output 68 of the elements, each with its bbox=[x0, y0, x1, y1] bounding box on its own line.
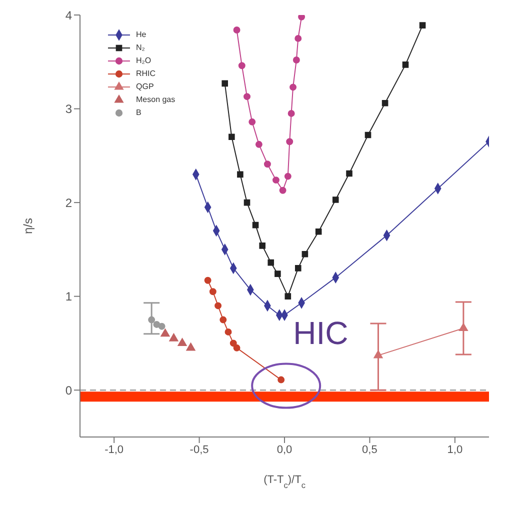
x-tick-label: 0,0 bbox=[276, 444, 292, 456]
point bbox=[158, 322, 166, 330]
point bbox=[259, 242, 266, 249]
x-tick-label: 1,0 bbox=[447, 444, 463, 456]
point bbox=[332, 196, 339, 203]
point bbox=[272, 176, 280, 184]
point bbox=[288, 110, 295, 117]
x-axis-title: (T-T$_{c}$)/T$_{c}$ bbox=[264, 474, 306, 490]
point bbox=[315, 228, 322, 235]
point bbox=[255, 140, 262, 148]
point bbox=[264, 160, 271, 168]
point bbox=[292, 56, 300, 64]
point bbox=[252, 222, 259, 228]
point bbox=[186, 342, 196, 351]
point bbox=[268, 259, 274, 266]
legend-label: He bbox=[136, 29, 146, 41]
point bbox=[286, 138, 294, 146]
point bbox=[294, 34, 302, 42]
y-tick-label: 0 bbox=[65, 383, 72, 398]
point bbox=[284, 293, 292, 300]
annotation: HIC bbox=[293, 314, 348, 351]
point bbox=[233, 344, 240, 352]
x-tick-label: -1,0 bbox=[104, 444, 124, 456]
y-tick-label: 1 bbox=[65, 290, 72, 304]
point bbox=[346, 170, 352, 177]
y-tick-label: 2 bbox=[65, 196, 72, 210]
point bbox=[204, 276, 212, 284]
point bbox=[284, 172, 292, 180]
legend-label: H₂O bbox=[136, 55, 152, 67]
point bbox=[153, 320, 160, 328]
point bbox=[233, 26, 240, 34]
point bbox=[148, 316, 156, 324]
y-tick-label: 3 bbox=[65, 102, 72, 116]
point bbox=[298, 15, 306, 20]
point bbox=[224, 328, 232, 336]
point bbox=[238, 62, 246, 70]
point bbox=[244, 93, 250, 100]
y-tick-label: 4 bbox=[65, 8, 72, 22]
legend-label: QGP bbox=[136, 81, 154, 93]
point bbox=[279, 186, 286, 194]
point bbox=[294, 265, 302, 272]
point bbox=[419, 22, 426, 28]
point bbox=[237, 171, 244, 178]
point bbox=[178, 338, 187, 346]
x-tick-label: -0,5 bbox=[190, 444, 209, 456]
point bbox=[364, 132, 372, 138]
point bbox=[382, 100, 388, 106]
legend-label: N₂ bbox=[136, 42, 145, 54]
point bbox=[244, 199, 250, 206]
x-tick-label: 0,5 bbox=[362, 444, 378, 456]
point bbox=[248, 118, 256, 126]
point bbox=[302, 250, 308, 258]
point bbox=[274, 270, 281, 277]
point bbox=[222, 80, 228, 87]
legend-label: B bbox=[136, 107, 142, 119]
point bbox=[278, 376, 285, 384]
legend-label: Meson gas bbox=[136, 94, 176, 106]
point bbox=[402, 62, 409, 68]
legend-label: RHIC bbox=[136, 68, 156, 80]
point bbox=[209, 288, 216, 296]
point bbox=[214, 302, 222, 310]
point bbox=[230, 340, 237, 347]
point bbox=[160, 328, 170, 337]
y-axis-title: η/s bbox=[21, 218, 35, 234]
point bbox=[228, 134, 235, 140]
point bbox=[169, 333, 178, 342]
point bbox=[290, 84, 297, 91]
point bbox=[220, 316, 227, 324]
